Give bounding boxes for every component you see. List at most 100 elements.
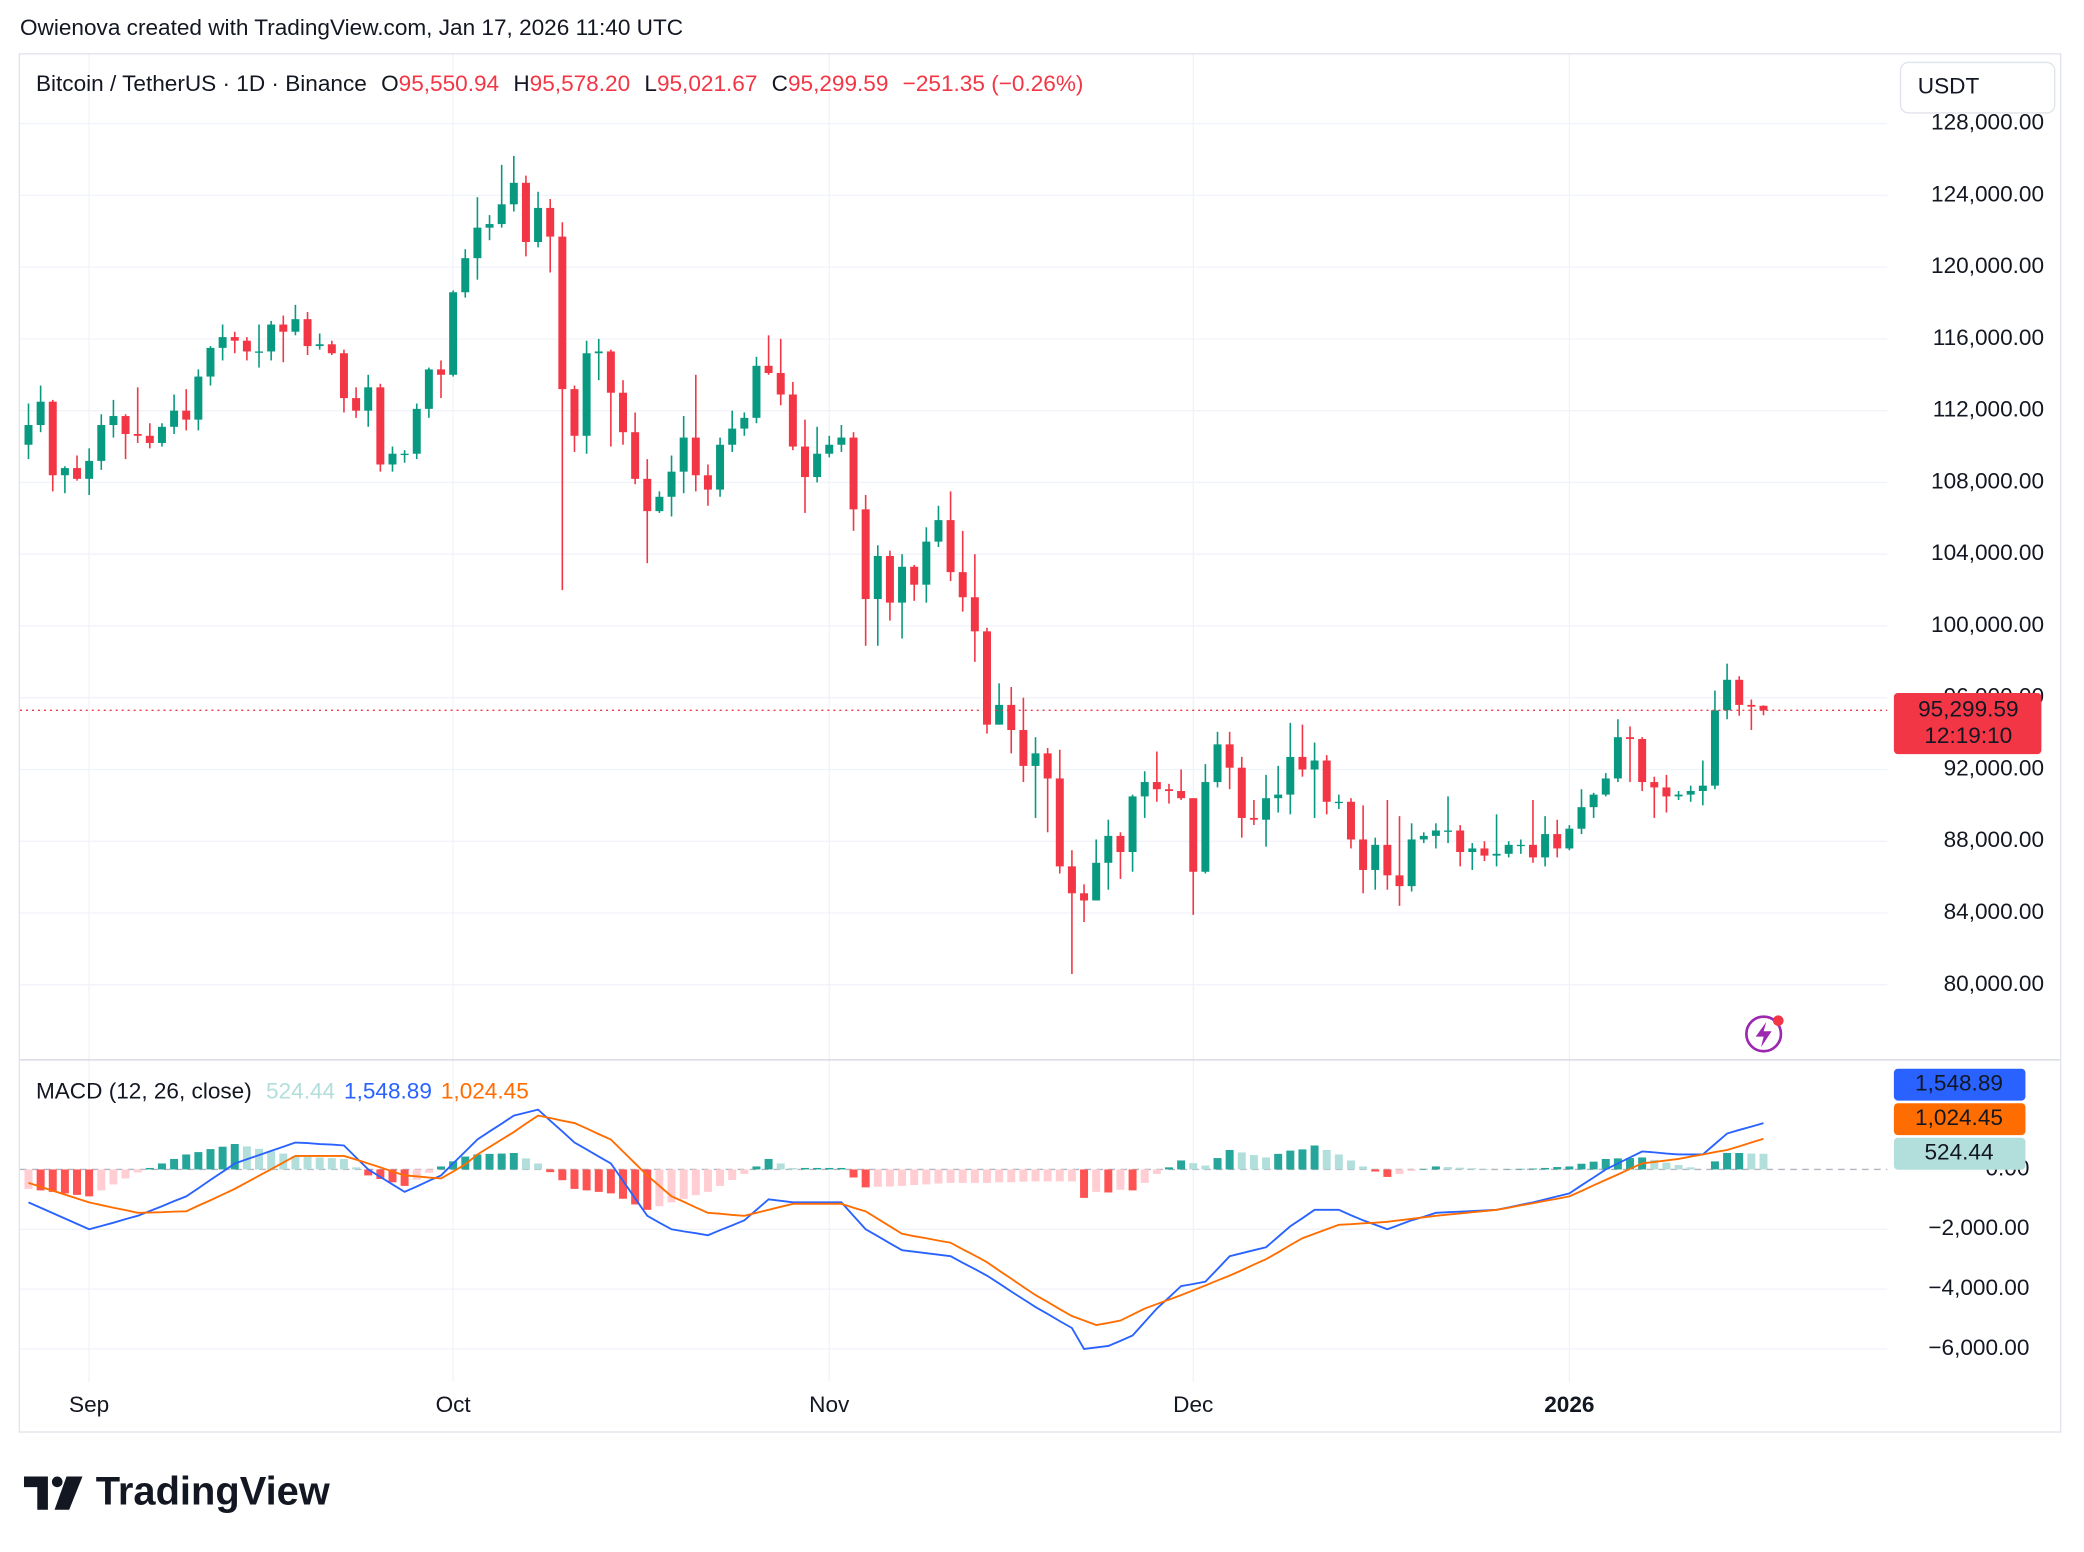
candle-body xyxy=(546,207,555,237)
histogram-bar xyxy=(801,1167,809,1170)
histogram-bar xyxy=(255,1148,264,1170)
histogram-bar xyxy=(1735,1152,1744,1170)
candle-body xyxy=(679,437,688,472)
value-box-label: 524.44 xyxy=(1924,1140,1993,1165)
y-tick-label: 128,000.00 xyxy=(1931,110,2044,135)
candle-body xyxy=(97,425,106,461)
candle-body xyxy=(437,369,445,375)
histogram-bar xyxy=(315,1157,324,1170)
histogram-bar xyxy=(85,1169,94,1197)
candle-body xyxy=(497,204,506,225)
candle-body xyxy=(388,453,397,465)
histogram-bar xyxy=(1322,1149,1331,1170)
macd-line xyxy=(28,1108,1764,1350)
histogram-bar xyxy=(1067,1169,1076,1182)
histogram-bar xyxy=(788,1167,797,1170)
histogram-bar xyxy=(703,1169,712,1192)
candle-body xyxy=(327,344,336,354)
candle-body xyxy=(922,541,931,585)
candle-body xyxy=(424,369,433,409)
candle-body xyxy=(1407,839,1416,887)
candle-body xyxy=(691,437,700,476)
alert-dot[interactable] xyxy=(1772,1015,1784,1026)
value-box-label: 1,024.45 xyxy=(1915,1105,2003,1130)
x-tick-label: Nov xyxy=(809,1392,850,1417)
histogram-bar xyxy=(364,1169,373,1176)
candle-body xyxy=(461,258,470,293)
candle-body xyxy=(1541,834,1550,858)
candle-body xyxy=(1298,756,1307,770)
histogram-bar xyxy=(1601,1158,1610,1170)
candle-body xyxy=(376,387,385,465)
candle-body xyxy=(1262,798,1271,820)
candle-body xyxy=(1177,791,1186,799)
logo[interactable]: TradingView xyxy=(23,1469,331,1513)
candle-body xyxy=(85,460,94,479)
candle-body xyxy=(1116,835,1125,853)
y-tick-label: 108,000.00 xyxy=(1931,468,2044,493)
y-tick-label: 124,000.00 xyxy=(1931,181,2044,206)
candle-body xyxy=(1528,844,1537,858)
alert-icon[interactable] xyxy=(1745,1015,1784,1053)
candle-body xyxy=(619,392,627,433)
histogram-bar xyxy=(1249,1155,1258,1170)
logo-mark[interactable] xyxy=(23,1476,48,1510)
candle-body xyxy=(218,337,227,348)
histogram-bar xyxy=(1419,1168,1428,1170)
candle-body xyxy=(716,444,725,490)
candle-body xyxy=(1286,756,1295,795)
candle-body xyxy=(24,425,33,445)
legend-change: −251.35 (−0.26%) xyxy=(903,71,1084,96)
candle-body xyxy=(230,337,239,341)
histogram-bar xyxy=(339,1158,348,1170)
candle-body xyxy=(1626,737,1635,739)
histogram-bar xyxy=(849,1169,858,1178)
candle-body xyxy=(1516,844,1525,847)
candle-body xyxy=(1662,787,1671,797)
candle-body xyxy=(1128,796,1137,853)
histogram-bar xyxy=(1359,1166,1368,1170)
candle-body xyxy=(400,453,409,456)
candle-body xyxy=(352,398,361,411)
logo-text[interactable]: TradingView xyxy=(96,1469,331,1513)
histogram-bar xyxy=(485,1153,494,1170)
candle-body xyxy=(946,520,955,573)
histogram-bar xyxy=(958,1169,967,1183)
candle-body xyxy=(558,236,567,390)
y-tick-label: −6,000.00 xyxy=(1928,1335,2029,1360)
candle-body xyxy=(910,566,919,585)
logo-dot[interactable] xyxy=(51,1476,63,1488)
histogram-bar xyxy=(327,1158,336,1170)
candle-body xyxy=(594,351,603,354)
histogram-bar xyxy=(813,1167,822,1170)
histogram-bar xyxy=(206,1149,215,1170)
candle-body xyxy=(1431,830,1440,836)
logo-slash[interactable] xyxy=(54,1476,83,1510)
histogram-bar xyxy=(133,1169,142,1173)
candle-body xyxy=(1104,835,1113,863)
candle-body xyxy=(1152,782,1161,790)
histogram-bar xyxy=(1286,1150,1295,1170)
candle-body xyxy=(1092,862,1101,901)
last-price-box xyxy=(1893,693,2042,755)
histogram-bar xyxy=(934,1169,943,1184)
histogram-bar xyxy=(1334,1154,1343,1170)
candle-body xyxy=(885,555,894,603)
signal-value: 1,024.45 xyxy=(441,1078,529,1103)
histogram-bar xyxy=(1055,1169,1064,1182)
candle-body xyxy=(485,224,494,228)
candle-body xyxy=(1383,844,1392,876)
currency-label[interactable]: USDT xyxy=(1918,74,1980,99)
candle-body xyxy=(133,433,142,436)
candle-body xyxy=(509,182,518,205)
alert-bolt[interactable] xyxy=(1755,1021,1772,1048)
caption: Owienova created with TradingView.com, J… xyxy=(20,15,683,40)
marks xyxy=(24,155,1768,1350)
candle-body xyxy=(1601,778,1610,795)
candle-body xyxy=(449,292,458,375)
candle-body xyxy=(534,207,543,243)
histogram-bar xyxy=(497,1153,506,1170)
histogram-bar xyxy=(1189,1163,1198,1170)
y-tick-label: 84,000.00 xyxy=(1944,899,2044,924)
currency-button[interactable] xyxy=(1899,61,2056,114)
